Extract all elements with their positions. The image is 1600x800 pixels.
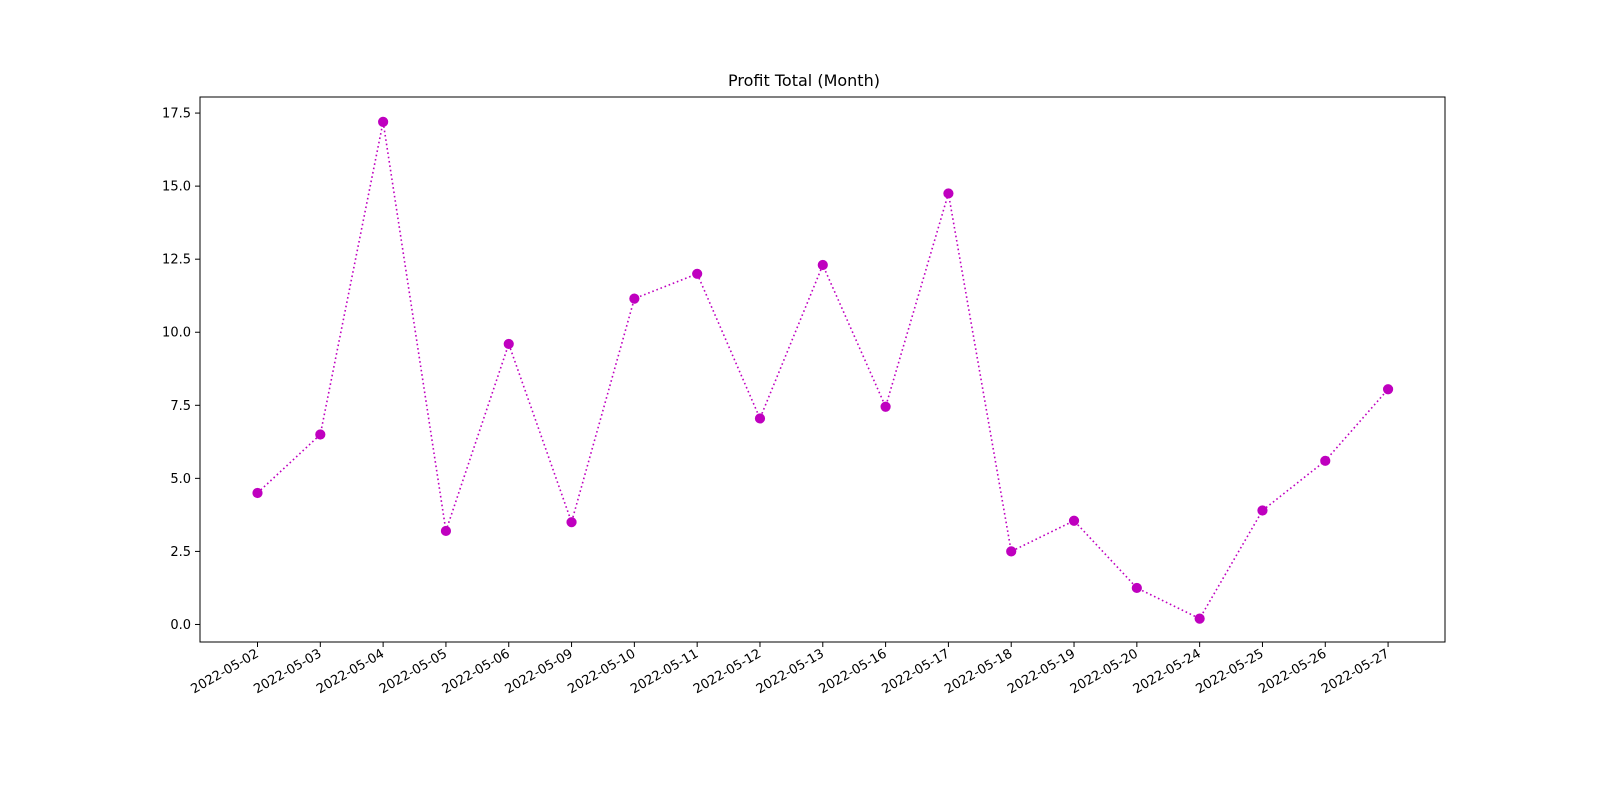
data-point: [1257, 505, 1268, 516]
data-point: [1006, 546, 1017, 557]
y-tick-label: 15.0: [162, 180, 191, 195]
data-point: [692, 268, 703, 279]
data-point: [754, 413, 766, 424]
data-point: [1194, 613, 1205, 624]
y-tick-label: 7.5: [170, 399, 191, 414]
data-point: [1068, 515, 1080, 526]
y-tick-label: 5.0: [170, 472, 191, 487]
data-point: [817, 259, 828, 271]
data-point: [252, 487, 263, 499]
data-point: [503, 338, 514, 350]
y-tick-label: 17.5: [162, 107, 191, 122]
data-point: [1131, 582, 1142, 594]
data-point: [1320, 455, 1331, 466]
y-tick-label: 10.0: [162, 326, 191, 341]
data-point: [880, 401, 891, 412]
y-tick-label: 0.0: [170, 618, 191, 633]
y-tick-label: 2.5: [170, 545, 191, 560]
data-point: [629, 293, 640, 304]
data-point: [378, 116, 389, 127]
y-tick-label: 12.5: [162, 253, 191, 268]
chart-title: Profit Total (Month): [728, 71, 880, 90]
data-point: [1382, 384, 1394, 395]
data-point: [943, 188, 954, 199]
data-point: [315, 429, 326, 440]
data-point: [566, 517, 577, 528]
data-point: [440, 525, 452, 537]
